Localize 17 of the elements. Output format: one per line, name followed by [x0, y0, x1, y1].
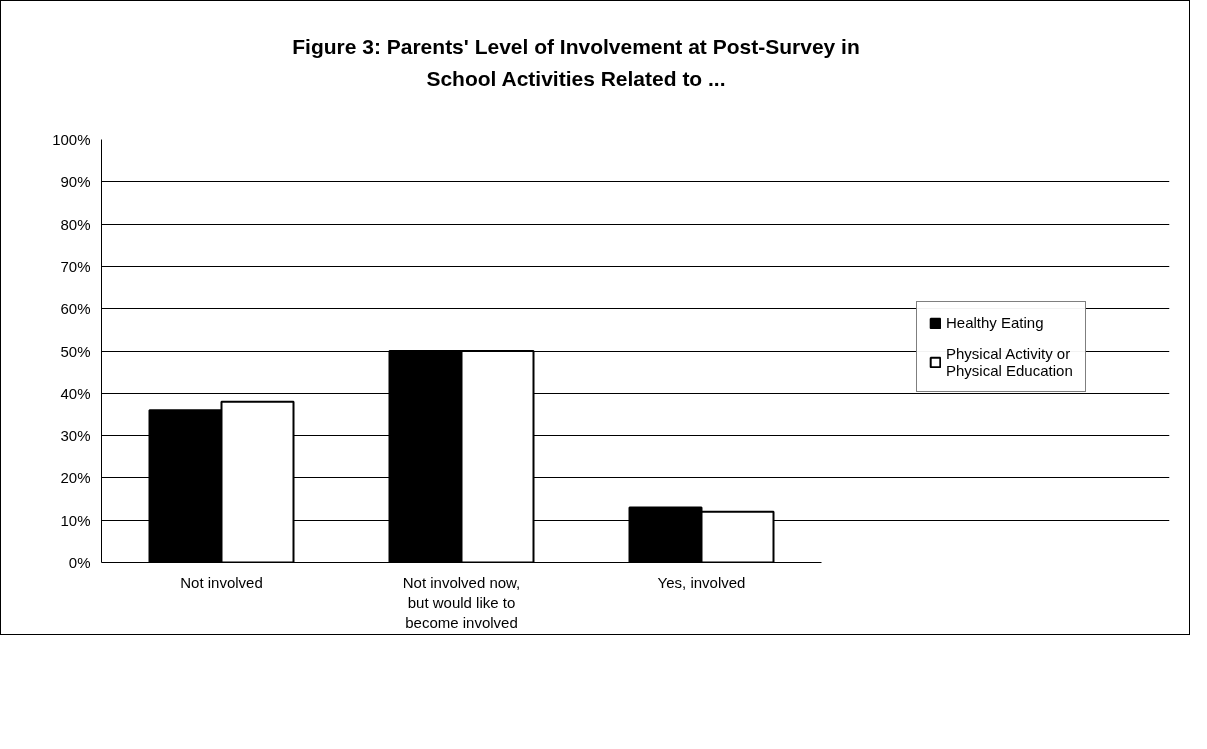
- legend-label: Healthy Eating: [946, 314, 1044, 331]
- y-tick-label: 80%: [60, 215, 91, 233]
- y-tick-label: 70%: [60, 257, 91, 275]
- y-tick-label: 90%: [60, 173, 91, 191]
- x-tick-label: Yes, involved: [657, 573, 746, 591]
- x-tick-label: Not involved now, but would like to become involved: [402, 573, 521, 632]
- y-tick-label: 20%: [60, 469, 91, 487]
- y-tick-label: 40%: [60, 384, 91, 402]
- y-tick-label: 0%: [68, 554, 91, 571]
- chart-title: Figure 3: Parents' Level of Involvement at Post-Survey in School Activities Related to ...: [292, 34, 860, 92]
- legend-label: Physical Activity or Physical Education: [946, 345, 1073, 379]
- x-tick-label: Not involved: [180, 573, 263, 591]
- y-tick-label: 30%: [60, 427, 91, 445]
- y-tick-label: 60%: [60, 300, 91, 318]
- y-tick-label: 10%: [60, 511, 91, 529]
- y-tick-label: 100%: [52, 131, 91, 148]
- y-tick-label: 50%: [60, 342, 91, 360]
